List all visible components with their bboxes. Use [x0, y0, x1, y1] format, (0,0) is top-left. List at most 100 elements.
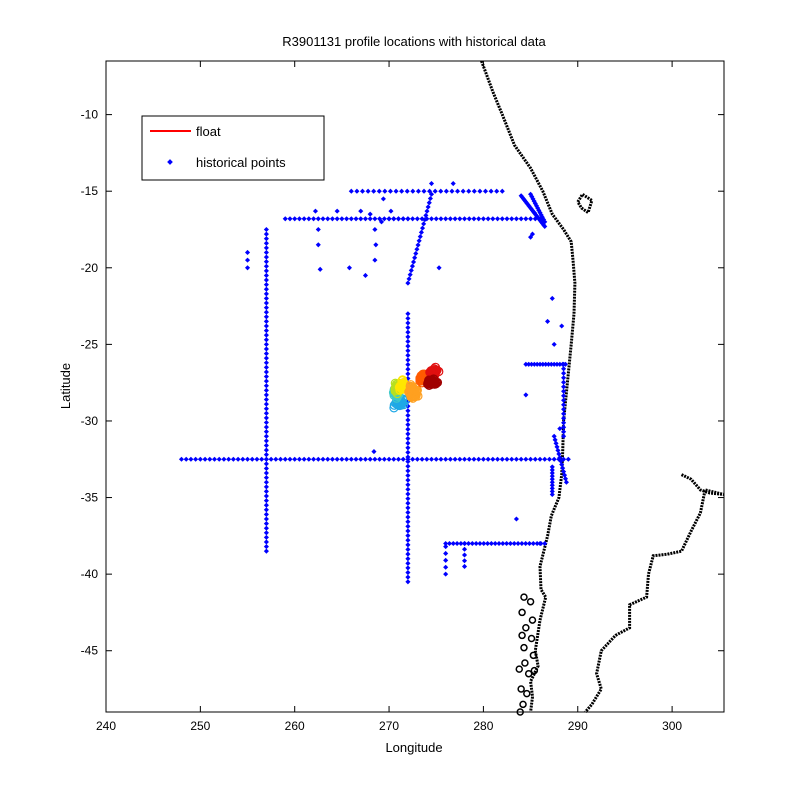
- y-tick-label: -30: [81, 414, 99, 428]
- historical-point: [410, 216, 416, 222]
- historical-point: [513, 516, 519, 522]
- axis-ticks: 240 250 260 270 280 290 300 -10 -15 -20 -25 -30 -35 -…: [81, 61, 724, 733]
- historical-point: [461, 563, 468, 570]
- historical-point: [405, 338, 411, 345]
- chart-title: R3901131 profile locations with historic…: [282, 34, 546, 49]
- legend-historical-label: historical points: [196, 155, 286, 170]
- historical-point: [427, 188, 433, 194]
- historical-point: [263, 452, 269, 458]
- historical-point: [466, 188, 472, 194]
- historical-point: [263, 419, 269, 426]
- historical-point: [504, 456, 510, 462]
- historical-point: [405, 523, 411, 529]
- historical-point: [263, 245, 269, 251]
- historical-point: [263, 300, 269, 306]
- y-tick-label: -15: [81, 184, 99, 198]
- x-tick-label: 240: [96, 719, 116, 733]
- historical-point: [334, 216, 340, 222]
- historical-point: [408, 267, 414, 273]
- historical-point: [504, 216, 510, 222]
- historical-point: [433, 456, 439, 462]
- historical-point: [405, 334, 411, 340]
- coast-fragment: [517, 685, 525, 693]
- historical-point: [287, 216, 293, 222]
- historical-point: [296, 456, 302, 462]
- historical-point: [263, 323, 269, 329]
- historical-point: [263, 465, 269, 471]
- historical-point: [353, 456, 359, 462]
- historical-point: [263, 488, 269, 494]
- historical-point: [263, 355, 269, 361]
- historical-point: [263, 351, 269, 357]
- historical-point: [263, 291, 269, 297]
- historical-point: [405, 362, 411, 368]
- historical-points-layer: [178, 180, 571, 585]
- historical-point: [405, 546, 411, 552]
- historical-point: [371, 449, 377, 455]
- historical-point: [554, 361, 560, 367]
- historical-point: [471, 188, 477, 194]
- historical-point: [480, 456, 486, 462]
- historical-point: [405, 366, 411, 372]
- historical-point: [490, 456, 496, 462]
- historical-point: [405, 542, 411, 548]
- historical-point: [263, 236, 269, 242]
- historical-point: [263, 268, 269, 274]
- historical-point: [511, 540, 517, 547]
- y-tick-label: -35: [81, 491, 99, 505]
- historical-point: [405, 560, 411, 566]
- historical-point: [329, 456, 335, 462]
- coastline-east: [584, 473, 725, 713]
- historical-point: [207, 456, 213, 462]
- historical-point: [405, 579, 411, 585]
- historical-point: [530, 540, 536, 547]
- historical-point: [449, 188, 455, 194]
- historical-point: [296, 216, 302, 222]
- coast-fragment: [521, 659, 529, 667]
- historical-point: [561, 375, 567, 381]
- legend: float historical points: [141, 115, 325, 181]
- historical-point: [523, 456, 529, 462]
- historical-point: [528, 456, 534, 462]
- historical-point: [454, 188, 461, 194]
- historical-point: [263, 318, 269, 324]
- historical-point: [466, 216, 472, 222]
- historical-point: [542, 219, 548, 225]
- historical-point: [555, 447, 561, 453]
- historical-point: [249, 456, 255, 462]
- historical-point: [421, 221, 427, 227]
- float-profile-point: [424, 380, 434, 390]
- historical-point: [428, 456, 435, 462]
- coastline-island: [576, 192, 594, 216]
- historical-point: [263, 272, 269, 278]
- historical-point: [373, 242, 379, 248]
- historical-point: [263, 470, 269, 476]
- historical-point: [515, 540, 521, 547]
- historical-point: [424, 208, 430, 214]
- historical-point: [263, 263, 269, 269]
- historical-point: [381, 456, 387, 462]
- historical-point: [263, 286, 269, 292]
- historical-point: [477, 188, 483, 194]
- historical-point: [263, 277, 269, 283]
- coast-fragment: [523, 689, 531, 698]
- historical-point: [273, 456, 279, 462]
- historical-point: [558, 458, 564, 464]
- historical-point: [557, 361, 563, 367]
- float-profile-point: [427, 375, 437, 385]
- historical-point: [405, 574, 411, 580]
- historical-point: [325, 456, 331, 462]
- historical-point: [386, 456, 392, 462]
- historical-point: [202, 456, 208, 462]
- historical-point: [372, 257, 378, 263]
- historical-point: [404, 188, 410, 194]
- historical-point: [292, 456, 298, 462]
- historical-point: [428, 180, 435, 187]
- historical-point: [537, 361, 543, 367]
- historical-point: [519, 540, 525, 547]
- historical-point: [523, 216, 529, 222]
- historical-point: [263, 498, 269, 504]
- legend-historical-marker: [167, 159, 173, 165]
- y-tick-label: -45: [81, 644, 99, 658]
- historical-point: [395, 456, 402, 462]
